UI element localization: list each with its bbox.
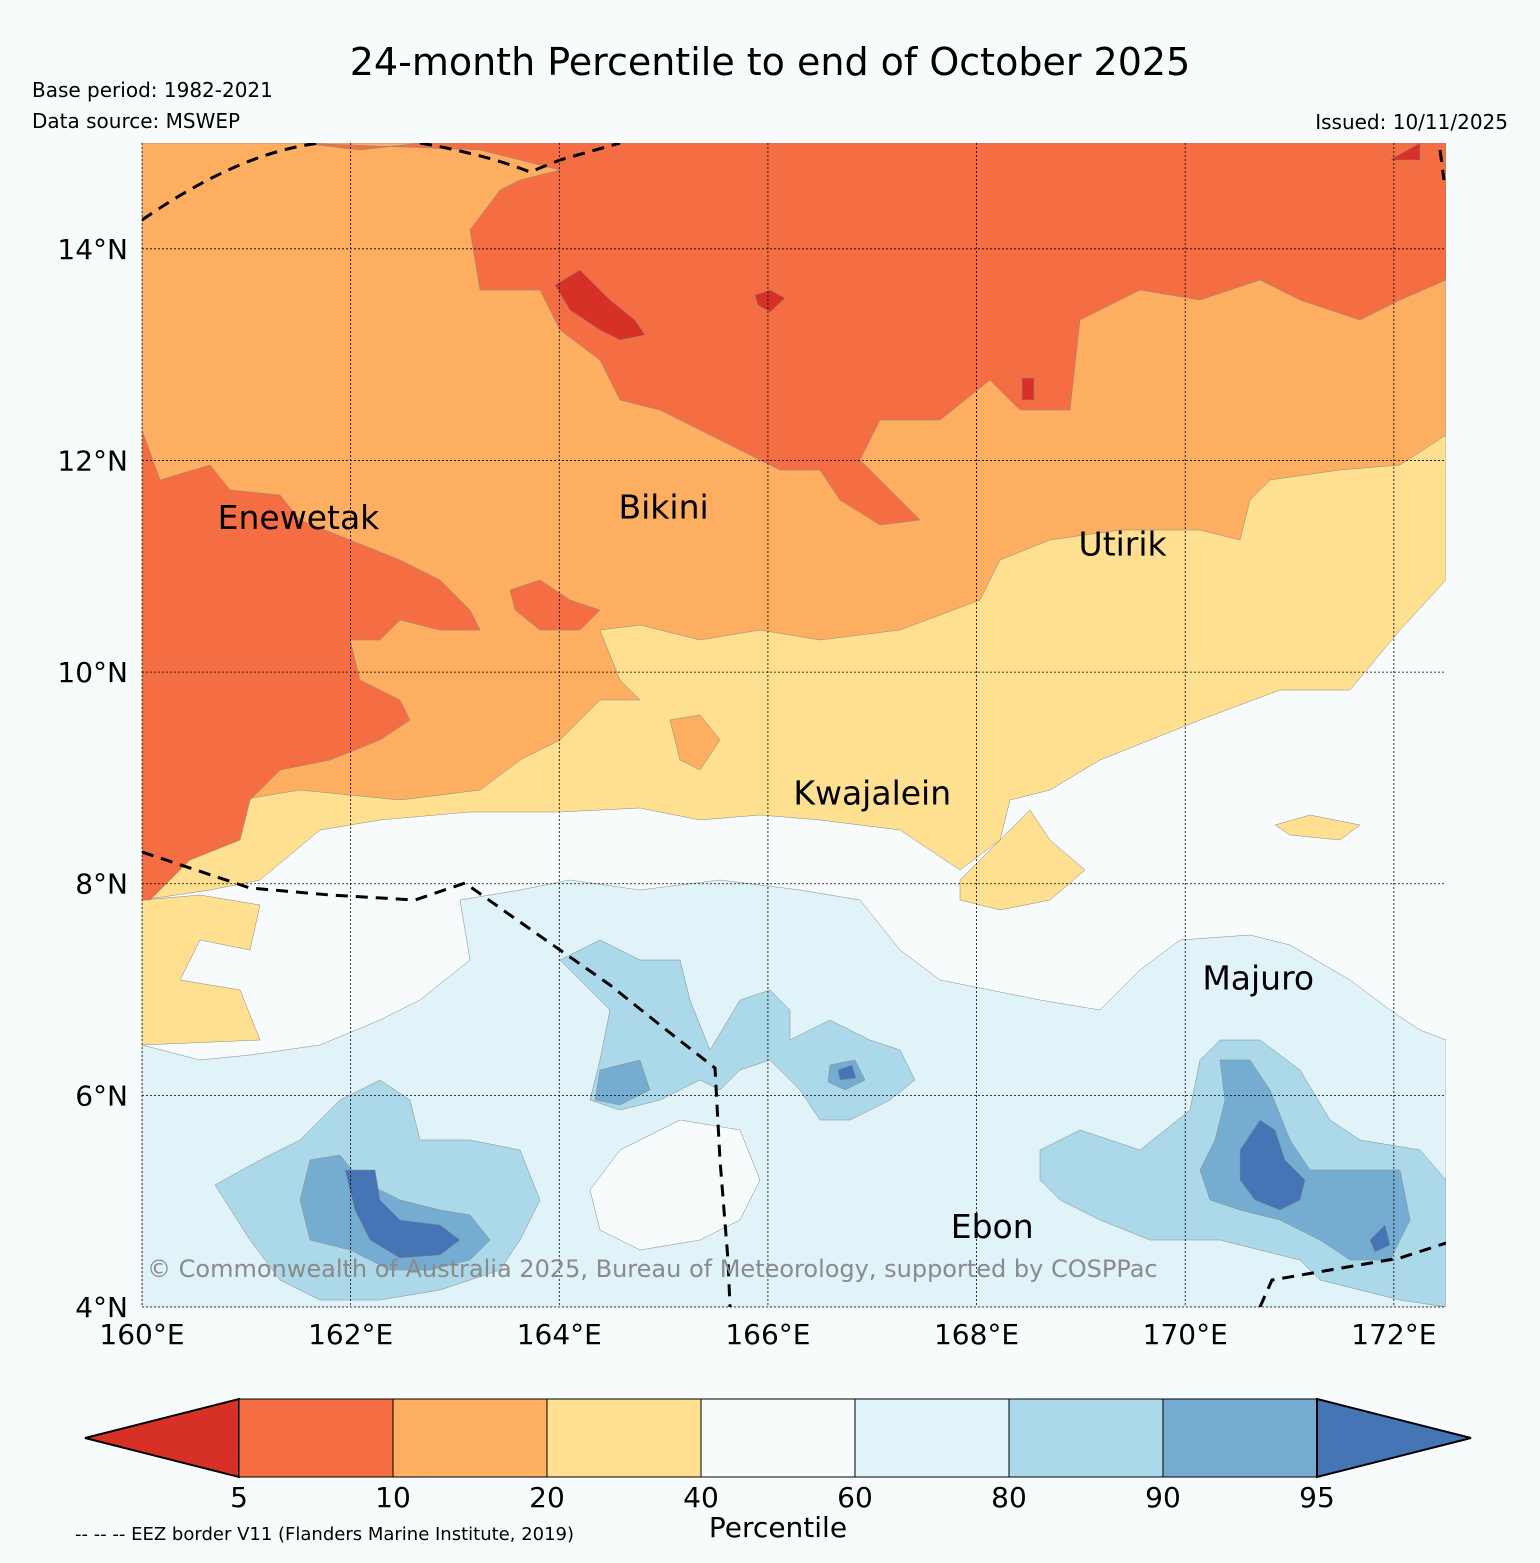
band-lt5-b xyxy=(754,289,786,313)
colorbar-tick-label: 90 xyxy=(1145,1481,1181,1514)
colorbar-bin-10-20 xyxy=(392,1398,548,1478)
eez-border-se xyxy=(1258,1241,1446,1307)
copyright-notice: © Commonwealth of Australia 2025, Bureau… xyxy=(147,1255,1158,1283)
longitude-label: 162°E xyxy=(308,1318,393,1351)
colorbar-label: Percentile xyxy=(709,1511,847,1544)
colorbar-bin-90-95 xyxy=(1162,1398,1318,1478)
band-20-40-e2 xyxy=(1274,814,1361,841)
issued-date: Issued: 10/11/2025 xyxy=(1315,110,1508,134)
latitude-label: 6°N xyxy=(75,1079,128,1112)
band-20-40-e1 xyxy=(959,809,1086,911)
map-title: 24-month Percentile to end of October 20… xyxy=(349,40,1191,84)
band-gt95-c xyxy=(837,1064,857,1081)
latitude-label: 4°N xyxy=(75,1291,128,1324)
band-5-10-north xyxy=(299,143,1446,526)
place-label-enewetak: Enewetak xyxy=(218,498,381,537)
grid-lines xyxy=(141,143,1446,1308)
band-10-20-islet xyxy=(669,714,721,771)
place-label-utirik: Utirik xyxy=(1079,525,1168,564)
colorbar-tick-label: 95 xyxy=(1299,1481,1335,1514)
band-90-95-e xyxy=(1199,1059,1411,1261)
band-lt5-c xyxy=(1021,377,1035,401)
longitude-label: 170°E xyxy=(1143,1318,1228,1351)
place-label-bikini: Bikini xyxy=(619,488,709,527)
colorbar-bin-80-90 xyxy=(1008,1398,1164,1478)
band-lt5-d xyxy=(1389,143,1421,161)
band-gt95-e1 xyxy=(1239,1119,1306,1211)
colorbar-tick-label: 5 xyxy=(230,1481,248,1514)
longitude-label: 164°E xyxy=(517,1318,602,1351)
band-5-10-west xyxy=(142,429,481,901)
longitude-label: 166°E xyxy=(725,1318,810,1351)
band-10-20 xyxy=(142,143,1446,851)
eez-border-mid xyxy=(142,850,732,1307)
colorbar-tick-label: 60 xyxy=(837,1481,873,1514)
place-label-ebon: Ebon xyxy=(951,1207,1034,1246)
colorbar-tick-label: 80 xyxy=(991,1481,1027,1514)
band-5-10-islet xyxy=(509,579,601,631)
map-field xyxy=(142,143,1446,1307)
place-label-kwajalein: Kwajalein xyxy=(793,773,951,812)
latitude-labels: 14°N 12°N 10°N 8°N 6°N 4°N xyxy=(57,233,128,1324)
colorbar-bin-40-60 xyxy=(700,1398,856,1478)
eez-border-north xyxy=(142,143,621,222)
place-label-majuro: Majuro xyxy=(1202,959,1314,998)
band-20-40-sw xyxy=(142,894,261,1046)
longitude-label: 168°E xyxy=(934,1318,1019,1351)
eez-border-ne xyxy=(1438,149,1446,181)
colorbar: 5 10 20 40 60 80 90 95 Percentile xyxy=(84,1397,1472,1544)
colorbar-tick-label: 20 xyxy=(529,1481,565,1514)
band-gt95-e2 xyxy=(1369,1224,1391,1253)
colorbar-extend-high xyxy=(1316,1397,1472,1479)
colorbar-bin-60-80 xyxy=(854,1398,1010,1478)
data-source: Data source: MSWEP xyxy=(32,109,241,133)
longitude-labels: 160°E 162°E 164°E 166°E 168°E 170°E 172°E xyxy=(99,1318,1436,1351)
band-40-60-hole xyxy=(589,1119,761,1251)
latitude-label: 14°N xyxy=(57,233,128,266)
colorbar-ticks: 5 10 20 40 60 80 90 95 xyxy=(230,1481,1335,1514)
longitude-label: 160°E xyxy=(99,1318,184,1351)
latitude-label: 10°N xyxy=(57,656,128,689)
eez-border-note: -- -- -- EEZ border V11 (Flanders Marine… xyxy=(75,1524,574,1545)
base-period: Base period: 1982-2021 xyxy=(32,78,273,102)
place-labels: Enewetak Bikini Utirik Kwajalein Majuro Ebon xyxy=(218,488,1314,1247)
longitude-label: 172°E xyxy=(1351,1318,1436,1351)
colorbar-bin-5-10 xyxy=(238,1398,394,1478)
band-gt95-sw xyxy=(344,1169,461,1259)
latitude-label: 8°N xyxy=(75,868,128,901)
colorbar-tick-label: 10 xyxy=(375,1481,411,1514)
colorbar-extend-low xyxy=(84,1397,240,1479)
colorbar-bin-20-40 xyxy=(546,1398,702,1478)
band-lt5-a xyxy=(554,269,646,341)
latitude-label: 12°N xyxy=(57,444,128,477)
band-80-90-c xyxy=(559,939,916,1121)
colorbar-tick-label: 40 xyxy=(683,1481,719,1514)
